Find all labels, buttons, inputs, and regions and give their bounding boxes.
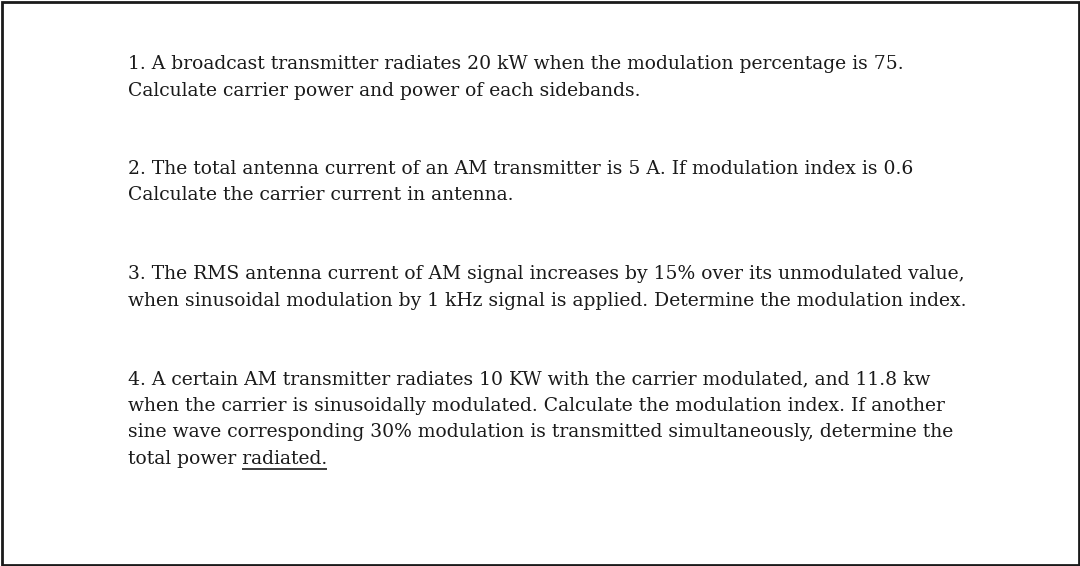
Text: when the carrier is sinusoidally modulated. Calculate the modulation index. If a: when the carrier is sinusoidally modulat…: [129, 397, 945, 414]
Text: 3. The RMS antenna current of AM signal increases by 15% over its unmodulated va: 3. The RMS antenna current of AM signal …: [129, 265, 964, 283]
Text: 2. The total antenna current of an AM transmitter is 5 A. If modulation index is: 2. The total antenna current of an AM tr…: [129, 160, 914, 178]
Text: sine wave corresponding 30% modulation is transmitted simultaneously, determine : sine wave corresponding 30% modulation i…: [129, 423, 954, 441]
Text: 4. A certain AM transmitter radiates 10 KW with the carrier modulated, and 11.8 : 4. A certain AM transmitter radiates 10 …: [129, 370, 930, 388]
Text: Calculate carrier power and power of each sidebands.: Calculate carrier power and power of eac…: [129, 82, 640, 100]
Text: when sinusoidal modulation by 1 kHz signal is applied. Determine the modulation : when sinusoidal modulation by 1 kHz sign…: [129, 291, 967, 310]
Text: Calculate the carrier current in antenna.: Calculate the carrier current in antenna…: [129, 187, 513, 204]
Text: 1. A broadcast transmitter radiates 20 kW when the modulation percentage is 75.: 1. A broadcast transmitter radiates 20 k…: [129, 55, 904, 73]
Text: total power radiated.: total power radiated.: [129, 449, 327, 468]
